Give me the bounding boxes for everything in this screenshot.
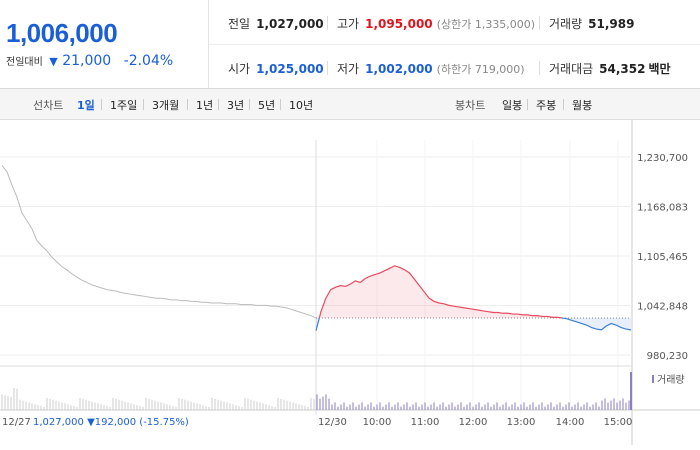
tab-1y[interactable]: 1년 — [196, 99, 214, 112]
tab-daily[interactable]: 일봉 — [502, 99, 523, 112]
y-tick-label: 980,230 — [647, 351, 688, 362]
divider — [327, 16, 328, 30]
tab-1w[interactable]: 1주일 — [110, 99, 138, 112]
stat-low: 저가 1,002,000 (하한가 719,000) — [337, 62, 525, 76]
area-above-reference — [319, 265, 563, 319]
stats-panel: 전일 1,027,000 고가 1,095,000 (상한가 1,335,000) 거… — [209, 0, 700, 88]
time-tick-label: 11:00 — [411, 417, 440, 428]
divider — [209, 44, 700, 45]
tab-3y[interactable]: 3년 — [227, 99, 245, 112]
divider — [187, 99, 188, 110]
change-percent: -2.04% — [123, 53, 174, 69]
price-summary: 1,006,000 전일대비 ▼ 21,000 -2.04% — [0, 0, 209, 88]
quote-header: 1,006,000 전일대비 ▼ 21,000 -2.04% 전일 1,027,0… — [0, 0, 700, 89]
y-tick-label: 1,105,465 — [637, 252, 688, 263]
previous-day-summary: 1,027,000 ▼192,000 (-15.75%) — [33, 417, 189, 428]
time-tick-label: 14:00 — [556, 417, 585, 428]
time-tick-label: 15:00 — [604, 417, 633, 428]
time-tick-label: 13:00 — [507, 417, 536, 428]
time-tick-label: 12:00 — [459, 417, 488, 428]
change-amount: 21,000 — [62, 53, 112, 69]
series-today-up — [318, 265, 563, 319]
stat-high: 고가 1,095,000 (상한가 1,335,000) — [337, 17, 536, 31]
divider — [280, 99, 281, 110]
divider — [327, 61, 328, 75]
change-row: 전일대비 ▼ 21,000 -2.04% — [6, 53, 173, 69]
divider — [101, 99, 102, 110]
date-label-today: 12/30 — [318, 417, 347, 428]
y-tick-label: 1,042,848 — [637, 302, 688, 313]
stat-volume: 거래량 51,989 — [549, 17, 635, 31]
divider — [249, 99, 250, 110]
tab-3m[interactable]: 3개월 — [152, 99, 180, 112]
tab-1d[interactable]: 1일 — [77, 99, 95, 112]
time-tick-label: 10:00 — [363, 417, 392, 428]
divider — [527, 99, 528, 110]
series-previous-day — [1, 165, 317, 319]
series-today-down — [315, 317, 320, 331]
tab-10y[interactable]: 10년 — [289, 99, 314, 112]
tab-5y[interactable]: 5년 — [258, 99, 276, 112]
divider — [143, 99, 144, 110]
series-today-down — [561, 317, 632, 331]
candle-chart-label: 봉차트 — [455, 99, 486, 112]
divider — [563, 99, 564, 110]
y-tick-label: 1,168,083 — [637, 203, 688, 214]
tab-weekly[interactable]: 주봉 — [536, 99, 557, 112]
tab-monthly[interactable]: 월봉 — [572, 99, 593, 112]
stat-open: 시가 1,025,000 — [228, 62, 324, 76]
stat-turnover: 거래대금 54,352 백만 — [549, 62, 671, 76]
stat-prev-close: 전일 1,027,000 — [228, 17, 324, 31]
volume-legend-icon — [652, 375, 654, 383]
change-label: 전일대비 — [6, 57, 43, 68]
divider — [539, 16, 540, 30]
current-price: 1,006,000 — [6, 18, 118, 48]
date-label-previous: 12/27 — [2, 417, 31, 428]
line-chart-label: 선차트 — [33, 99, 64, 112]
price-chart: 1,230,700 1,168,083 1,105,465 1,042,848 980,… — [0, 120, 700, 445]
chart-tabs: 선차트 1일 1주일 3개월 1년 3년 5년 10년 봉차트 일봉 주봉 월봉 — [0, 89, 700, 120]
y-tick-label: 1,230,700 — [637, 153, 688, 164]
volume-legend-label: 거래량 — [657, 374, 685, 386]
area-below-reference — [562, 318, 631, 330]
down-arrow-icon: ▼ — [49, 55, 58, 68]
divider — [539, 61, 540, 75]
divider — [218, 99, 219, 110]
